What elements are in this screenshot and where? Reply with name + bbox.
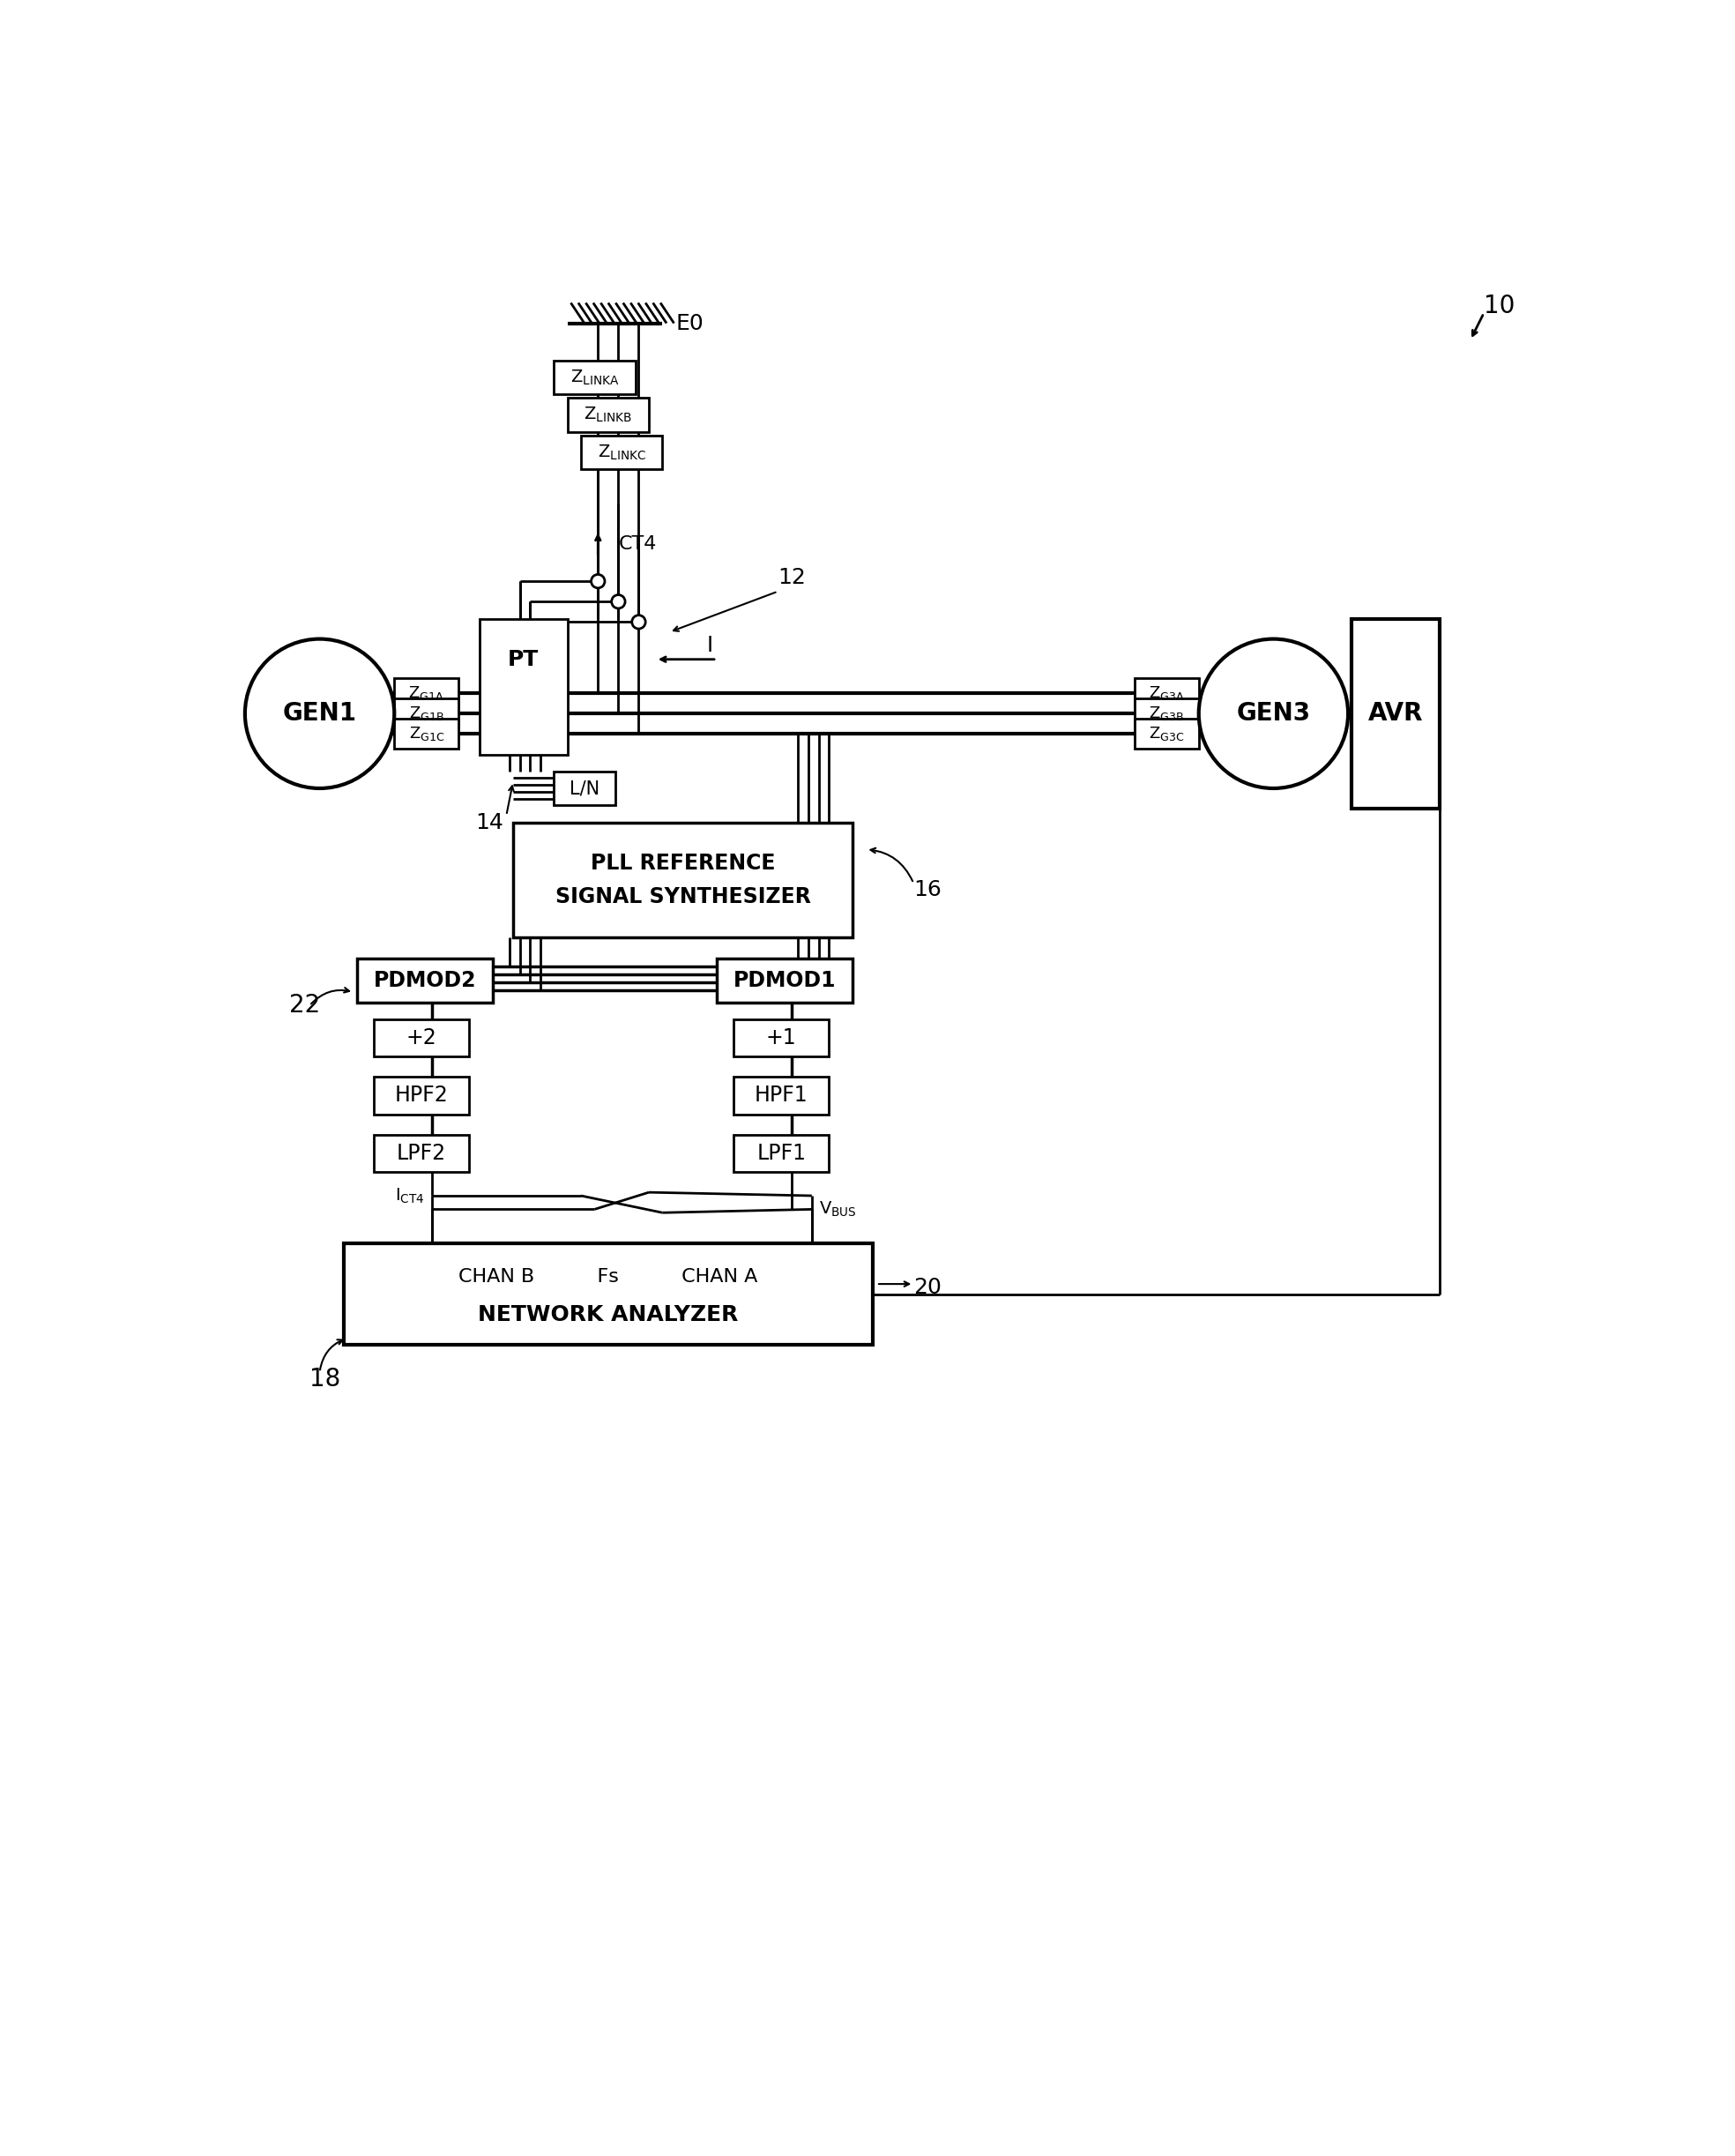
Bar <box>375 1076 468 1115</box>
Text: AVR: AVR <box>1369 701 1423 727</box>
Text: 22: 22 <box>290 994 321 1018</box>
Text: PDMOD1: PDMOD1 <box>734 970 836 992</box>
Bar <box>344 1244 873 1345</box>
Bar <box>394 699 458 729</box>
Bar <box>514 821 852 938</box>
Bar <box>581 436 663 470</box>
Text: Z$_{\mathsf{LINKA}}$: Z$_{\mathsf{LINKA}}$ <box>571 369 619 386</box>
Text: PDMOD2: PDMOD2 <box>373 970 475 992</box>
Text: HPF1: HPF1 <box>755 1084 809 1106</box>
Bar <box>553 772 614 806</box>
Circle shape <box>632 614 645 630</box>
Text: V$_{\mathsf{BUS}}$: V$_{\mathsf{BUS}}$ <box>819 1201 857 1218</box>
Text: HPF2: HPF2 <box>394 1084 448 1106</box>
Bar <box>375 1020 468 1056</box>
Text: Z$_{\mathsf{G1A}}$: Z$_{\mathsf{G1A}}$ <box>408 683 444 703</box>
Bar <box>357 957 493 1003</box>
Text: +1: +1 <box>765 1026 796 1048</box>
Text: CHAN B          Fs          CHAN A: CHAN B Fs CHAN A <box>458 1268 758 1285</box>
Bar <box>734 1134 829 1173</box>
Bar <box>1135 699 1199 729</box>
Text: LPF1: LPF1 <box>756 1143 807 1164</box>
Bar <box>734 1076 829 1115</box>
Text: GEN3: GEN3 <box>1237 701 1310 727</box>
Text: NETWORK ANALYZER: NETWORK ANALYZER <box>477 1304 739 1326</box>
Text: Z$_{\mathsf{LINKB}}$: Z$_{\mathsf{LINKB}}$ <box>585 405 632 425</box>
Circle shape <box>245 638 394 789</box>
Bar <box>375 1134 468 1173</box>
Text: LPF2: LPF2 <box>397 1143 446 1164</box>
Text: 14: 14 <box>475 811 503 832</box>
Text: CT4: CT4 <box>618 535 656 552</box>
Text: 12: 12 <box>777 567 807 589</box>
Text: L/N: L/N <box>569 780 599 798</box>
Text: PLL REFERENCE: PLL REFERENCE <box>590 852 776 873</box>
Bar <box>479 619 567 755</box>
Circle shape <box>592 573 606 589</box>
Text: Z$_{\mathsf{G1B}}$: Z$_{\mathsf{G1B}}$ <box>409 705 444 722</box>
Text: +2: +2 <box>406 1026 437 1048</box>
Text: Z$_{\mathsf{LINKC}}$: Z$_{\mathsf{LINKC}}$ <box>597 442 645 461</box>
Circle shape <box>611 595 625 608</box>
Text: 10: 10 <box>1483 293 1515 319</box>
Text: 16: 16 <box>914 880 942 901</box>
Text: Z$_{\mathsf{G3A}}$: Z$_{\mathsf{G3A}}$ <box>1149 683 1185 703</box>
Text: SIGNAL SYNTHESIZER: SIGNAL SYNTHESIZER <box>555 886 810 908</box>
Bar <box>553 360 635 395</box>
Text: Z$_{\mathsf{G3C}}$: Z$_{\mathsf{G3C}}$ <box>1149 724 1185 744</box>
Text: Z$_{\mathsf{G3B}}$: Z$_{\mathsf{G3B}}$ <box>1149 705 1185 722</box>
Text: I: I <box>706 636 713 655</box>
Bar <box>717 957 852 1003</box>
Text: E0: E0 <box>677 313 704 334</box>
Circle shape <box>1199 638 1348 789</box>
Bar <box>394 679 458 707</box>
Text: Z$_{\mathsf{G1C}}$: Z$_{\mathsf{G1C}}$ <box>409 724 444 744</box>
Text: PT: PT <box>508 649 540 671</box>
Bar <box>1135 679 1199 707</box>
Bar <box>1352 619 1440 808</box>
Text: 20: 20 <box>914 1276 942 1298</box>
Bar <box>1135 720 1199 748</box>
Text: 18: 18 <box>309 1367 340 1391</box>
Bar <box>394 720 458 748</box>
Text: I$_{\mathsf{CT4}}$: I$_{\mathsf{CT4}}$ <box>396 1186 425 1205</box>
Text: GEN1: GEN1 <box>283 701 357 727</box>
Bar <box>567 399 649 431</box>
Bar <box>734 1020 829 1056</box>
